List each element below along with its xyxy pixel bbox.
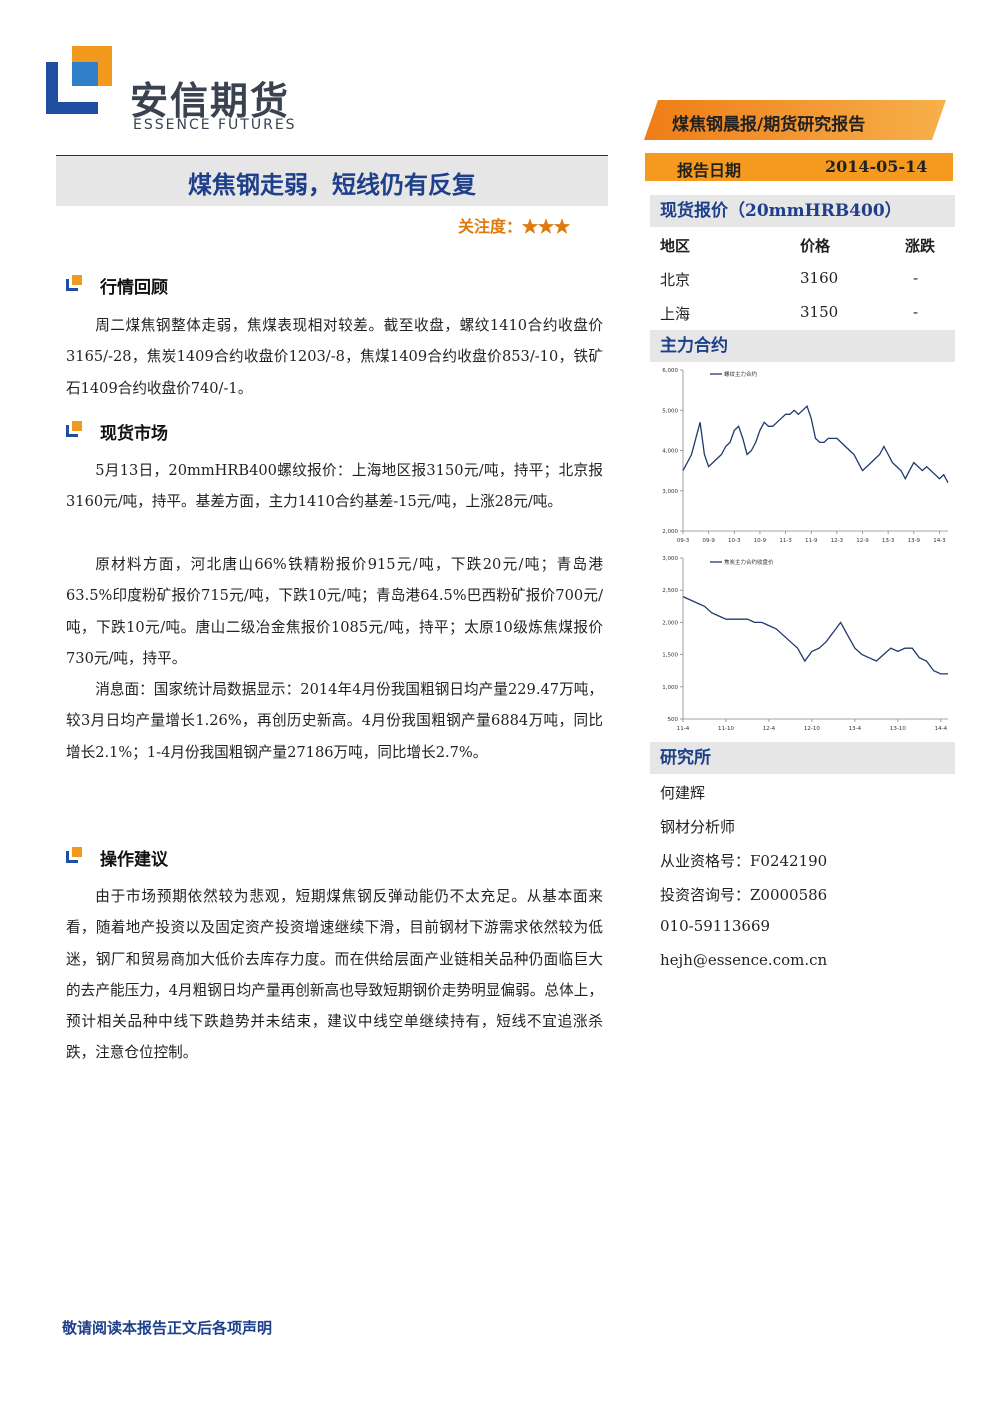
x-tick-label: 14-3	[933, 538, 946, 544]
research-line: 投资咨询号：Z0000586	[660, 886, 828, 904]
x-tick-label: 14-4	[935, 726, 948, 732]
y-tick-label: 3,000	[662, 489, 678, 495]
x-tick-label: 12-3	[831, 538, 844, 544]
section-heading: 操作建议	[100, 850, 168, 870]
title-box	[56, 155, 608, 206]
table-cell: 上海	[660, 305, 691, 323]
research-line: 010-59113669	[660, 917, 771, 935]
report-banner	[644, 100, 946, 140]
footer: 敬请阅读本报告正文后各项声明	[62, 1319, 273, 1337]
x-tick-label: 12-10	[804, 726, 820, 732]
x-tick-label: 12-9	[856, 538, 869, 544]
section-heading: 行情回顾	[100, 278, 168, 298]
x-tick-label: 10-9	[754, 538, 767, 544]
side-heading: 研究所	[650, 742, 955, 774]
section-icon	[66, 847, 82, 863]
y-tick-label: 5,000	[662, 408, 678, 414]
x-tick-label: 13-3	[882, 538, 895, 544]
y-tick-label: 2,000	[662, 620, 678, 626]
table-cell: -	[913, 269, 919, 287]
date-label: 报告日期	[677, 161, 742, 180]
x-tick-label: 13-4	[849, 726, 862, 732]
section-heading: 现货市场	[100, 424, 168, 444]
paragraph: 5月13日，20mmHRB400螺纹报价：上海地区报3150元/吨，持平；北京报…	[66, 462, 603, 511]
x-tick-label: 11-9	[805, 538, 818, 544]
y-tick-label: 3,000	[662, 556, 678, 562]
paragraph: 周二煤焦钢整体走弱，焦煤表现相对较差。截至收盘，螺纹1410合约收盘价3165/…	[66, 317, 603, 397]
report-title: 煤焦钢走弱，短线仍有反复	[188, 170, 476, 199]
research-line: 何建辉	[660, 784, 706, 802]
y-tick-label: 2,000	[662, 529, 678, 535]
paragraph: 由于市场预期依然较为悲观，短期煤焦钢反弹动能仍不太充足。从基本面来看，随着地产投…	[66, 888, 603, 1062]
date: 2014-05-14	[825, 157, 928, 176]
report-type: 煤焦钢晨报/期货研究报告	[672, 115, 866, 135]
table-cell: 北京	[660, 271, 691, 289]
logo-icon	[46, 46, 112, 114]
y-tick-label: 2,500	[662, 588, 678, 594]
table-header: 涨跌	[905, 237, 936, 255]
research-line: 钢材分析师	[660, 818, 736, 836]
y-tick-label: 6,000	[662, 368, 678, 374]
table-cell: 3150	[800, 303, 839, 321]
table-header: 价格	[800, 237, 831, 255]
table-header: 地区	[660, 237, 691, 255]
x-tick-label: 13-10	[890, 726, 906, 732]
logo-en: ESSENCE FUTURES	[133, 117, 297, 133]
side-heading: 现货报价（20mmHRB400）	[650, 195, 955, 227]
line	[682, 405, 949, 484]
x-tick-label: 09-9	[702, 538, 715, 544]
x-tick-label: 13-9	[908, 538, 921, 544]
y-tick-label: 1,500	[662, 653, 678, 659]
legend-label: 焦炭主力合约收盘价	[724, 558, 774, 566]
table-cell: -	[913, 303, 919, 321]
y-tick-label: 500	[668, 717, 679, 723]
research-line: hejh@essence.com.cn	[660, 951, 828, 969]
section-icon	[66, 275, 82, 291]
line	[682, 596, 948, 675]
date-bar: 报告日期 2014-05-14	[645, 153, 953, 181]
attention: 关注度：★★★	[458, 217, 571, 236]
logo-cn: 安信期货	[130, 79, 291, 123]
paragraph: 消息面：国家统计局数据显示：2014年4月份我国粗钢日均产量229.47万吨，较…	[66, 681, 603, 761]
x-tick-label: 09-3	[677, 538, 690, 544]
x-tick-label: 10-3	[728, 538, 741, 544]
x-tick-label: 11-10	[718, 726, 734, 732]
research-line: 从业资格号：F0242190	[660, 852, 828, 870]
legend-label: 螺纹主力合约	[724, 370, 758, 378]
y-tick-label: 4,000	[662, 449, 678, 455]
chart: 500 1,000 1,500 2,000 2,500 3,000 11-4 11-10 12-…	[662, 556, 948, 732]
table-cell: 3160	[800, 269, 839, 287]
y-tick-label: 1,000	[662, 685, 678, 691]
x-tick-label: 12-4	[763, 726, 776, 732]
side-heading: 主力合约	[650, 330, 955, 362]
section-icon	[66, 421, 82, 437]
paragraph: 原材料方面，河北唐山66%铁精粉报价915元/吨，下跌20元/吨；青岛港63.5…	[66, 556, 603, 667]
x-tick-label: 11-4	[677, 726, 690, 732]
x-tick-label: 11-3	[779, 538, 792, 544]
chart: 2,000 3,000 4,000 5,000 6,000 09-3 09-9 10-3 10-…	[662, 368, 949, 544]
